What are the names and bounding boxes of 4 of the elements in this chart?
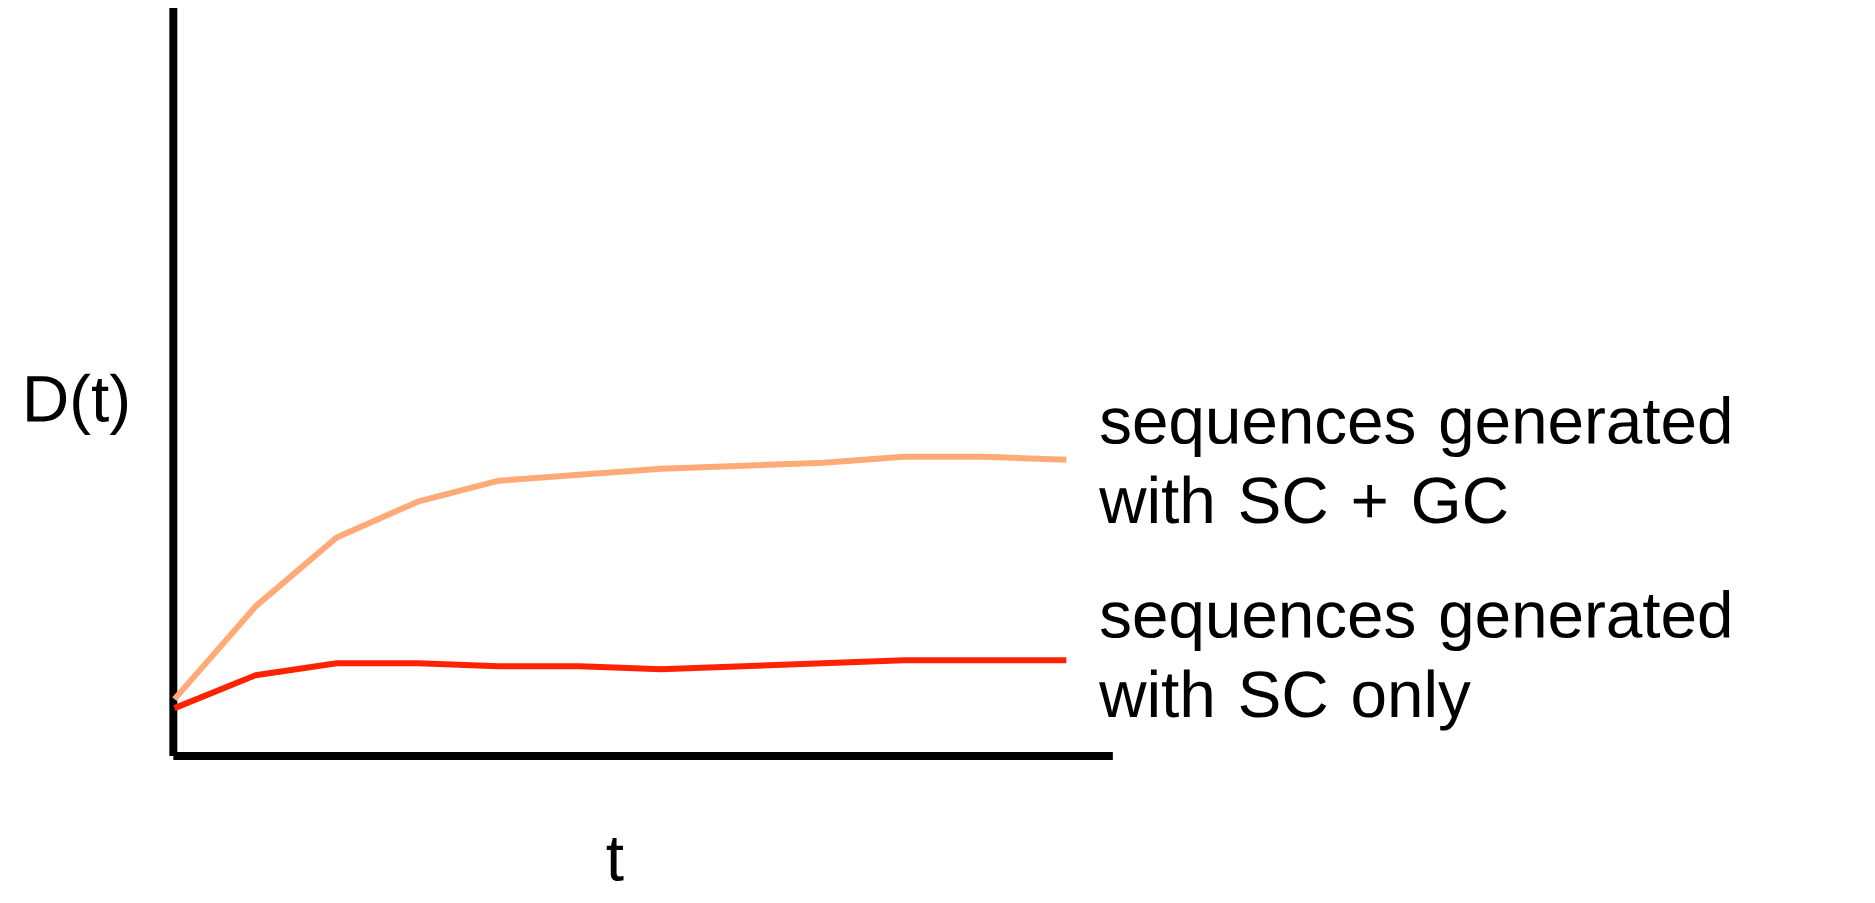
x-axis-title: t — [606, 838, 624, 882]
y-axis-title: D(t) — [27, 373, 128, 436]
series-label: sequences generated with SC only — [1099, 589, 1730, 731]
series-label: sequences generated with SC + GC — [1099, 396, 1730, 524]
